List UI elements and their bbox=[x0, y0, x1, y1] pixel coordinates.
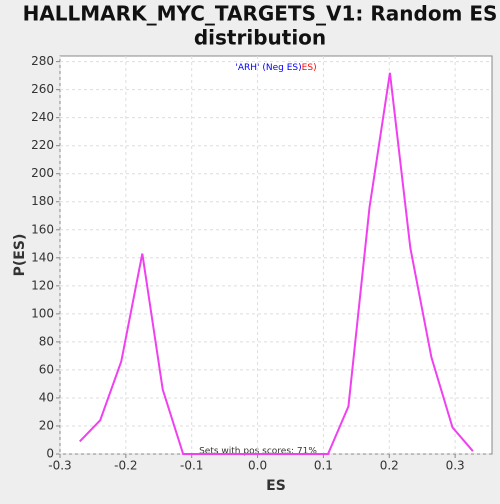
x-tick-label: 0.3 bbox=[446, 459, 465, 473]
data-line bbox=[79, 72, 474, 455]
x-tick-label: 0.0 bbox=[248, 459, 267, 473]
chart-title: HALLMARK_MYC_TARGETS_V1: Random ES bbox=[23, 2, 498, 26]
x-tick-label: -0.1 bbox=[180, 459, 203, 473]
y-axis-label: P(ES) bbox=[12, 234, 28, 277]
y-tick-label: 80 bbox=[39, 334, 54, 348]
y-tick-label: 40 bbox=[39, 390, 54, 404]
y-tick-label: 100 bbox=[31, 306, 54, 320]
y-tick-label: 240 bbox=[31, 110, 54, 124]
chart-title: distribution bbox=[194, 26, 326, 50]
x-tick-label: -0.3 bbox=[48, 459, 71, 473]
y-tick-label: 260 bbox=[31, 82, 54, 96]
x-axis-label: ES bbox=[266, 478, 286, 494]
x-tick-label: 0.1 bbox=[314, 459, 333, 473]
y-tick-label: 220 bbox=[31, 138, 54, 152]
y-tick-label: 180 bbox=[31, 194, 54, 208]
plot-area bbox=[59, 55, 493, 455]
y-tick-label: 60 bbox=[39, 362, 54, 376]
y-tick-label: 0 bbox=[46, 447, 54, 461]
x-tick-label: 0.2 bbox=[380, 459, 399, 473]
annotation: Sets with pos scores: 71% bbox=[199, 447, 317, 457]
x-tick-label: -0.2 bbox=[114, 459, 137, 473]
y-tick-label: 140 bbox=[31, 250, 54, 264]
legend-entry: ES) bbox=[302, 63, 317, 73]
y-tick-label: 200 bbox=[31, 166, 54, 180]
legend: 'ARH' (Neg ES)ES) bbox=[235, 63, 316, 73]
y-tick-label: 120 bbox=[31, 278, 54, 292]
legend-entry: 'ARH' (Neg ES) bbox=[235, 63, 301, 73]
y-tick-label: 20 bbox=[39, 418, 54, 432]
y-tick-label: 160 bbox=[31, 222, 54, 236]
y-tick-label: 280 bbox=[31, 54, 54, 68]
